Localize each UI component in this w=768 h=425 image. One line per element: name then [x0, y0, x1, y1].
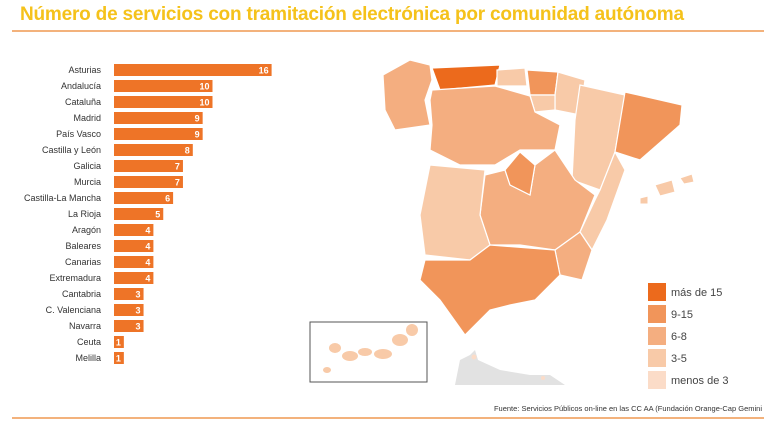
bar: [114, 176, 183, 188]
category-label: Cantabria: [62, 289, 101, 299]
legend-swatch: [648, 371, 666, 389]
legend-label: más de 15: [671, 287, 722, 299]
map-region-canarias: [406, 324, 418, 336]
data-label: 7: [175, 178, 180, 188]
category-label: Melilla: [75, 353, 101, 363]
legend-label: 6-8: [671, 331, 687, 343]
data-label: 4: [145, 226, 150, 236]
bar: [114, 160, 183, 172]
bar: [114, 96, 213, 108]
category-label: Andalucía: [61, 81, 101, 91]
bar: [114, 336, 124, 348]
map-region-canarias: [392, 334, 408, 346]
title-rule: [12, 30, 764, 32]
data-label: 3: [136, 290, 141, 300]
category-label: Extremadura: [49, 273, 101, 283]
bar: [114, 320, 144, 332]
category-label: Castilla y León: [42, 145, 101, 155]
category-label: C. Valenciana: [46, 305, 101, 315]
canarias-inset-frame: [309, 321, 428, 383]
category-label: Canarias: [65, 257, 102, 267]
bar: [114, 256, 154, 268]
legend-swatch: [648, 349, 666, 367]
bar: [114, 352, 124, 364]
bar: [114, 272, 154, 284]
category-label: Galicia: [73, 161, 101, 171]
data-label: 16: [259, 66, 269, 76]
data-label: 10: [199, 98, 209, 108]
map-region-cantabria: [496, 67, 528, 87]
source-note: Fuente: Servicios Públicos on-line en la…: [493, 404, 762, 413]
map-region-catalu-a: [614, 91, 683, 161]
data-label: 1: [116, 338, 121, 348]
map-region-melilla: [541, 376, 545, 380]
map-region-ceuta: [471, 354, 477, 360]
data-label: 3: [136, 322, 141, 332]
map-region-c-valenciana: [579, 150, 626, 252]
legend-swatch: [648, 305, 666, 323]
bar: [114, 304, 144, 316]
data-label: 9: [195, 130, 200, 140]
map-region-extremadura: [419, 164, 491, 261]
category-label: Cataluña: [65, 97, 101, 107]
map-region-baleares: [679, 173, 695, 185]
map-region-pa-s-vasco: [526, 69, 559, 96]
data-label: 7: [175, 162, 180, 172]
category-label: Murcia: [74, 177, 101, 187]
bar: [114, 192, 174, 204]
category-label: Navarra: [69, 321, 101, 331]
map-region-asturias: [431, 64, 501, 91]
map-region-castilla-y-le-n: [429, 85, 561, 166]
bar: [114, 208, 164, 220]
category-label: Asturias: [68, 65, 101, 75]
map-region-canarias: [342, 351, 358, 361]
category-label: Ceuta: [77, 337, 101, 347]
category-label: País Vasco: [56, 129, 101, 139]
bar: [114, 288, 144, 300]
bar: [114, 240, 154, 252]
bar: [114, 80, 213, 92]
data-label: 4: [145, 242, 150, 252]
chart-title: Número de servicios con tramitación elec…: [20, 4, 684, 25]
map-region-madrid: [504, 151, 536, 196]
map-region-canarias: [358, 348, 372, 356]
bar: [114, 224, 154, 236]
bar: [114, 64, 272, 76]
data-label: 8: [185, 146, 190, 156]
legend-label: 3-5: [671, 353, 687, 365]
data-label: 3: [136, 306, 141, 316]
africa-coast: [455, 350, 565, 385]
map-region-galicia: [382, 59, 433, 131]
map-region-baleares: [639, 195, 649, 205]
data-label: 5: [155, 210, 160, 220]
category-label: La Rioja: [68, 209, 101, 219]
data-label: 1: [116, 354, 121, 364]
legend-label: menos de 3: [671, 375, 728, 387]
category-label: Madrid: [73, 113, 101, 123]
data-label: 10: [199, 82, 209, 92]
data-label: 4: [145, 274, 150, 284]
map-region-canarias: [374, 349, 392, 359]
category-label: Castilla-La Mancha: [24, 193, 101, 203]
data-label: 9: [195, 114, 200, 124]
category-label: Baleares: [65, 241, 101, 251]
legend-swatch: [648, 327, 666, 345]
legend-swatch: [648, 283, 666, 301]
footer-rule: [12, 417, 764, 419]
map-region-baleares: [654, 179, 676, 197]
data-label: 6: [165, 194, 170, 204]
bar: [114, 144, 193, 156]
map-region-canarias: [329, 343, 341, 353]
data-label: 4: [145, 258, 150, 268]
category-label: Aragón: [72, 225, 101, 235]
map-region-andaluc-a: [419, 244, 561, 336]
legend-label: 9-15: [671, 309, 693, 321]
map-region-canarias: [323, 367, 331, 373]
bar: [114, 112, 203, 124]
bar: [114, 128, 203, 140]
